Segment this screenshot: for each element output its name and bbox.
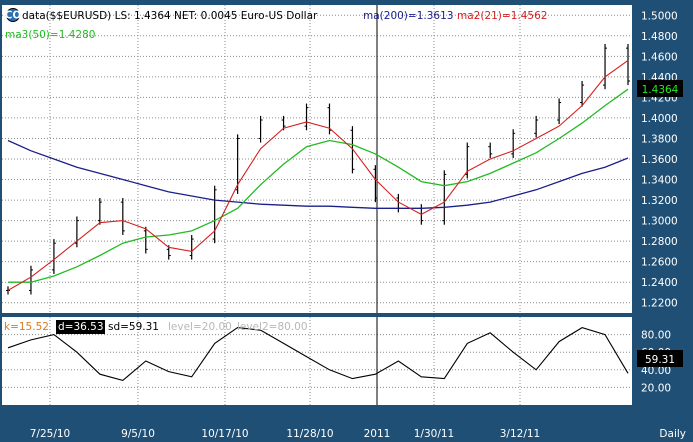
oscillator-panel (2, 317, 632, 405)
ma21-line (7, 59, 629, 291)
osc-tick-label: 40.00 (641, 365, 671, 377)
osc-sd-label: sd=59.31 (108, 321, 159, 333)
price-tick-label: 1.3000 (641, 216, 678, 228)
price-tick-label: 1.4800 (641, 31, 678, 43)
chart-header: CO data($$EURUSD) LS: 1.4364 NET: 0.0045… (5, 8, 547, 41)
price-tick-label: 1.2600 (641, 257, 678, 269)
last-price-tag: 1.4364 (637, 80, 683, 97)
date-tick-label: 9/5/10 (121, 428, 155, 440)
date-tick-label: 3/12/11 (500, 428, 540, 440)
osc-d-label: d=36.53 (58, 321, 104, 333)
header-ma21-label: ma2(21)=1.4562 (457, 10, 547, 22)
svg-text:1.4364: 1.4364 (642, 84, 679, 96)
osc-d-label-bg (56, 320, 105, 334)
osc-level2-label: level2=80.00 (237, 321, 308, 333)
osc-tick-label: 20.00 (641, 382, 671, 394)
date-tick-label: 7/25/10 (30, 428, 70, 440)
period-label: Daily (659, 428, 686, 440)
date-tick-label: 10/17/10 (201, 428, 248, 440)
price-tick-label: 1.3400 (641, 175, 678, 187)
price-tick-label: 1.2200 (641, 298, 678, 310)
svg-text:59.31: 59.31 (645, 354, 675, 366)
date-tick-label: 2011 (364, 428, 391, 440)
header-ma50-label: ma3(50)=1.4280 (5, 29, 95, 41)
osc-tick-label: 80.00 (641, 330, 671, 342)
header-data-label: data($$EURUSD) LS: 1.4364 NET: 0.0045 Eu… (22, 10, 318, 22)
symbol-badge-text: CO (5, 10, 22, 22)
date-tick-label: 1/30/11 (414, 428, 454, 440)
price-tick-label: 1.5000 (641, 10, 678, 22)
osc-d-line (7, 327, 629, 382)
ma200-line (7, 139, 629, 209)
price-bars (6, 44, 630, 295)
oscillator-grid (2, 317, 632, 405)
price-tick-label: 1.3200 (641, 195, 678, 207)
date-axis: 7/25/10 9/5/10 10/17/10 11/28/10 2011 1/30/11… (30, 428, 540, 440)
price-tick-label: 1.2800 (641, 236, 678, 248)
price-tick-label: 1.4600 (641, 51, 678, 63)
price-grid (2, 5, 632, 313)
date-tick-label: 11/28/10 (286, 428, 333, 440)
header-ma200-label: ma(200)=1.3613 (363, 10, 453, 22)
oscillator-header: k=15.52 d=36.53 sd=59.31 level=20.00 lev… (4, 320, 308, 334)
price-tick-label: 1.3800 (641, 133, 678, 145)
price-tick-label: 1.2400 (641, 277, 678, 289)
osc-k-label: k=15.52 (4, 321, 49, 333)
osc-value-tag: 59.31 (637, 350, 683, 367)
price-tick-label: 1.4000 (641, 113, 678, 125)
ma50-line (8, 88, 629, 283)
osc-level-label: level=20.00 (168, 321, 232, 333)
price-tick-label: 1.3600 (641, 154, 678, 166)
price-axis: 1.50001.48001.46001.44001.42001.40001.38… (641, 10, 678, 309)
symbol-badge[interactable] (6, 8, 20, 22)
